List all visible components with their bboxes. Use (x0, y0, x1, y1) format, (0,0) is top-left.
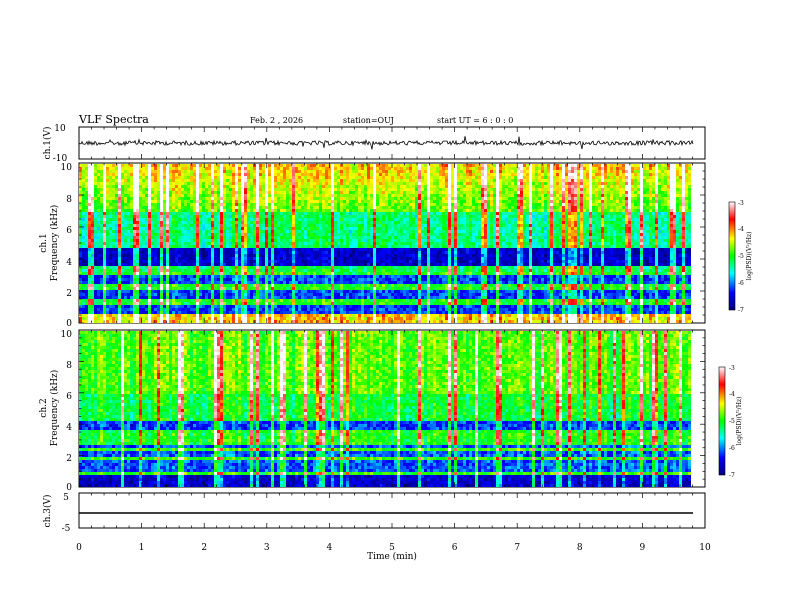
colorbar-lower-tick-4: -4 (729, 391, 735, 398)
colorbar-lower-gradient (719, 367, 725, 475)
ch2-frequency-ylabel: Frequency (kHz) (49, 370, 60, 447)
date-label: Feb. 2 , 2026 (250, 116, 303, 125)
colorbar-upper-label: log(PSD)(V²/Hz) (746, 232, 753, 281)
ch2-spectrogram-yticks: 10 8 6 4 2 0 (61, 330, 73, 493)
ch1-spectrogram-yticks: 10 8 6 4 2 0 (61, 163, 73, 329)
ch1-spectrogram-ylabel: ch.1 (39, 233, 49, 252)
colorbar-lower-tick-6: -6 (729, 445, 735, 452)
xtick-label-9: 9 (640, 543, 646, 553)
ch1-waveform-ylabel: ch.1(V) (42, 127, 53, 160)
colorbar-upper-tick-3: -3 (738, 200, 744, 207)
colorbar-lower-label: log(PSD)(V²/Hz) (736, 397, 743, 446)
colorbar-lower-tick-7: -7 (729, 472, 735, 479)
xtick-label-6: 6 (452, 543, 458, 553)
ch1-ytick-0: 0 (66, 319, 72, 329)
xtick-label-2: 2 (201, 543, 207, 553)
colorbar-upper-tick-7: -7 (738, 307, 744, 314)
x-axis-label: Time (min) (367, 551, 417, 562)
colorbar-upper: -3 -4 -5 -6 -7 log(PSD)(V²/Hz) (729, 200, 753, 314)
ch2-ytick-4: 4 (66, 423, 72, 433)
ch2-spectrogram-image (79, 331, 691, 487)
xtick-label-1: 1 (139, 543, 145, 553)
ch2-spectrogram-ylabel: ch.2 (39, 398, 49, 417)
ch2-ytick-10: 10 (61, 330, 73, 340)
ch1-ytick-top: 10 (54, 124, 66, 134)
ch1-ytick-8: 8 (66, 195, 72, 205)
figure-title: VLF Spectra (78, 113, 149, 126)
colorbar-upper-tick-6: -6 (738, 280, 744, 287)
ch1-ytick-6: 6 (66, 226, 72, 236)
xtick-label-10: 10 (699, 543, 711, 553)
ch2-spectrogram-panel: 10 8 6 4 2 0 ch.2 Frequency (kHz) (39, 330, 705, 493)
colorbar-lower: -3 -4 -5 -6 -7 log(PSD)(V²/Hz) (719, 365, 743, 479)
colorbar-upper-tick-5: -5 (738, 253, 744, 260)
xtick-label-3: 3 (264, 543, 270, 553)
ch2-ytick-6: 6 (66, 392, 72, 402)
colorbar-lower-tick-3: -3 (729, 365, 735, 372)
ch3-waveform-frame (79, 493, 705, 528)
colorbar-lower-tick-5: -5 (729, 418, 735, 425)
xtick-label-4: 4 (327, 543, 333, 553)
xtick-label-8: 8 (577, 543, 583, 553)
xtick-label-7: 7 (514, 543, 520, 553)
colorbar-upper-tick-4: -4 (738, 226, 744, 233)
ch1-frequency-ylabel: Frequency (kHz) (49, 205, 60, 282)
start-time-label: start UT = 6 : 0 : 0 (437, 116, 513, 125)
ch1-spectrogram-image (79, 164, 691, 323)
station-label: station=OUJ (343, 116, 394, 125)
ch1-ytick-4: 4 (66, 258, 72, 268)
ch1-ytick-10: 10 (61, 163, 73, 173)
ch2-ytick-2: 2 (66, 454, 72, 464)
ch2-ytick-8: 8 (66, 361, 72, 371)
ch3-ytick-top: 5 (63, 493, 69, 503)
ch3-ytick-bottom: -5 (62, 524, 71, 534)
ch1-spectrogram-panel: 10 8 6 4 2 0 ch.1 Frequency (kHz) (39, 163, 705, 329)
ch3-waveform-ylabel: ch.3(V) (42, 495, 53, 528)
ch2-ytick-0: 0 (66, 483, 72, 493)
xtick-label-0: 0 (76, 543, 82, 553)
ch1-ytick-2: 2 (66, 289, 72, 299)
colorbar-upper-gradient (729, 202, 735, 310)
